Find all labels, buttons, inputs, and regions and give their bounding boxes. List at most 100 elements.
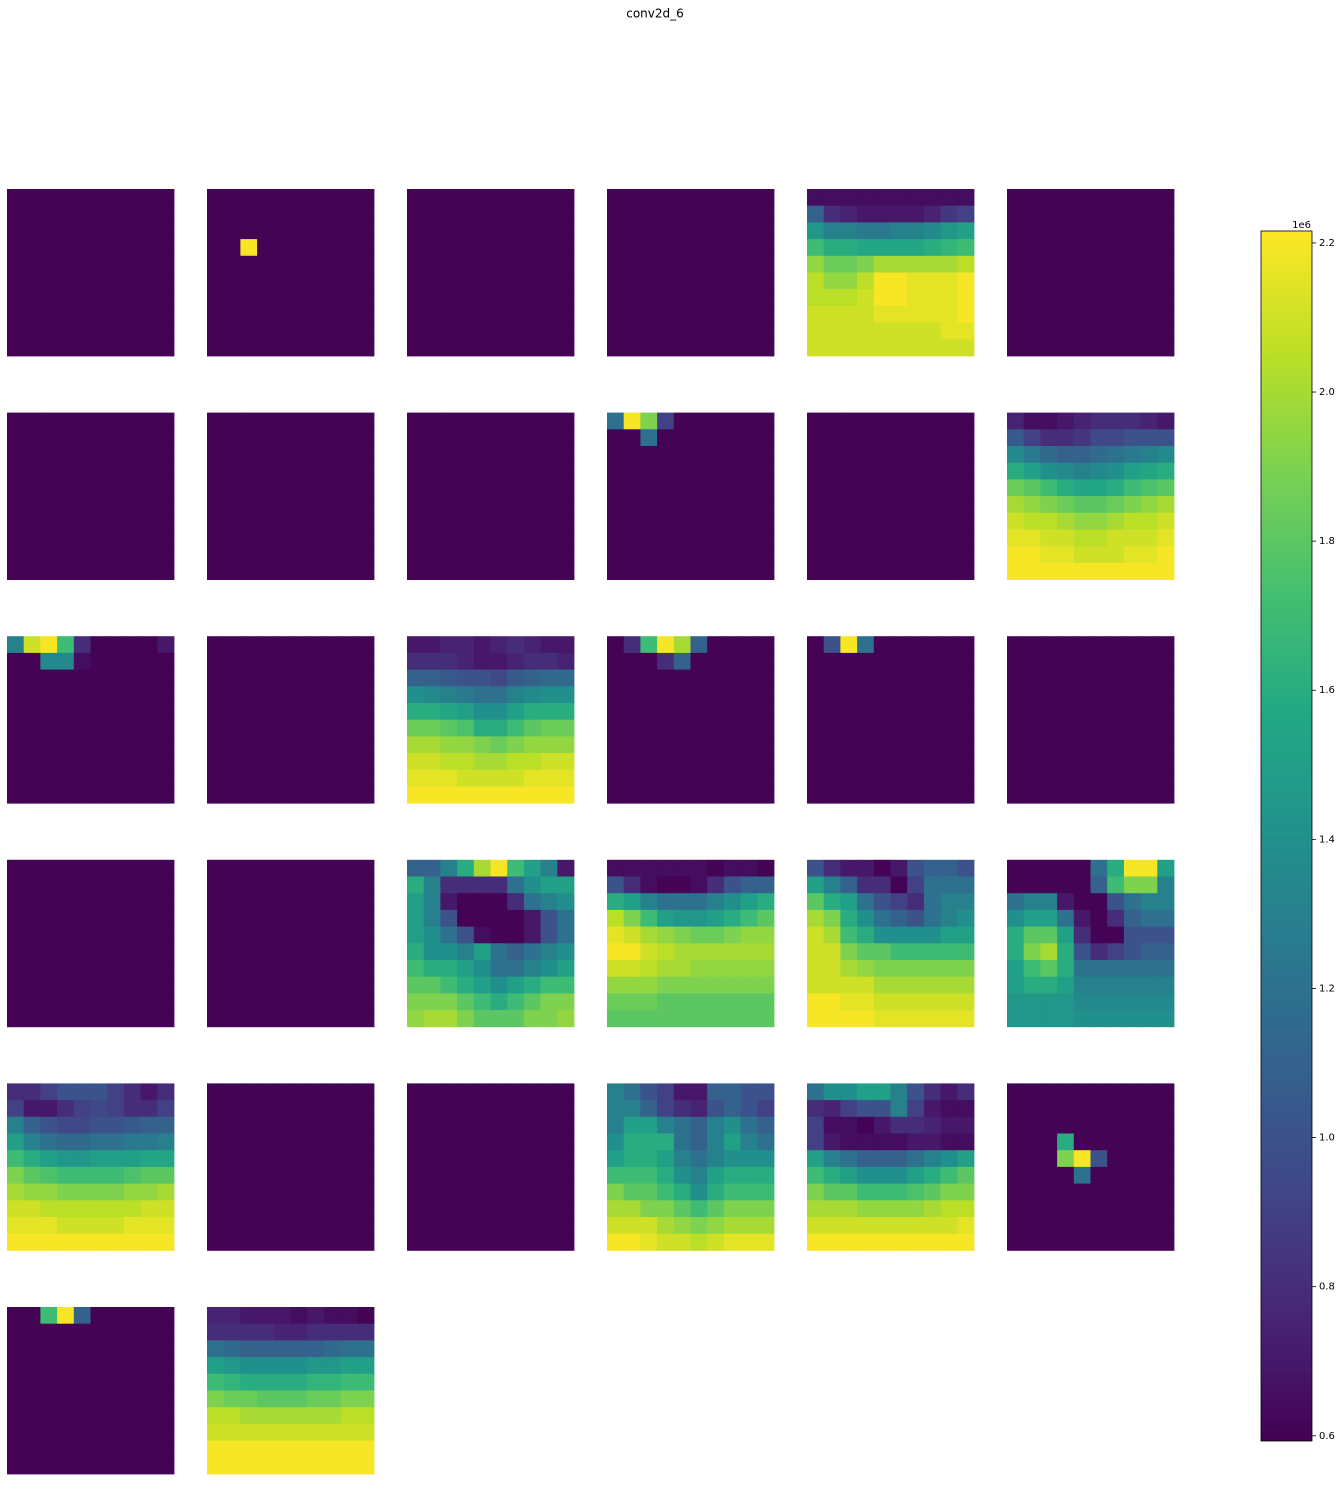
heatmap-cell [73,305,91,323]
heatmap-cell [357,1407,375,1425]
heatmap-cell [23,1183,41,1201]
heatmap-cell [7,926,25,944]
heatmap-cell [23,462,41,480]
heatmap-cell [623,1083,641,1101]
heatmap-cell [257,546,275,564]
heatmap-cell [357,189,375,207]
heatmap-cell [257,512,275,530]
heatmap-cell [240,669,258,687]
heatmap-cell [957,769,975,787]
heatmap-cell [423,546,441,564]
heatmap-cell [107,1116,125,1134]
heatmap-cell [240,1083,258,1101]
heatmap-cell [1107,1150,1125,1168]
heatmap-cell [440,189,458,207]
heatmap-cell [157,1357,175,1375]
heatmap-cell [873,322,891,340]
heatmap-cell [357,479,375,497]
heatmap-cell [323,289,341,307]
heatmap-cell [157,1307,175,1325]
heatmap-cell [823,1116,841,1134]
heatmap-cell [273,1307,291,1325]
heatmap-cell [1023,669,1041,687]
heatmap-cell [140,562,158,580]
heatmap-cell [890,859,908,877]
heatmap-cell [623,736,641,754]
heatmap-cell [223,719,241,737]
heatmap-cell [807,562,825,580]
heatmap-cell [523,222,541,240]
heatmap-cell [507,189,525,207]
heatmap-cell [640,736,658,754]
heatmap-cell [540,769,558,787]
heatmap-cell [257,189,275,207]
heatmap-cell [340,736,358,754]
heatmap-cell [273,1457,291,1475]
heatmap-cell [223,909,241,927]
heatmap-cell [707,769,725,787]
heatmap-cell [307,512,325,530]
heatmap-cell [240,562,258,580]
heatmap-cell [557,769,575,787]
heatmap-cell [807,1166,825,1184]
heatmap-cell [1023,960,1041,978]
heatmap-cell [57,272,75,290]
heatmap-cell [223,496,241,514]
heatmap-cell [123,205,141,223]
heatmap-cell [473,446,491,464]
heatmap-cell [440,786,458,804]
heatmap-cell [1107,546,1125,564]
feature-map [607,1083,775,1251]
heatmap-cell [740,339,758,357]
heatmap-cell [740,322,758,340]
heatmap-cell [473,1133,491,1151]
heatmap-cell [1007,893,1025,911]
heatmap-cell [357,736,375,754]
heatmap-cell [357,686,375,704]
heatmap-cell [840,876,858,894]
heatmap-cell [273,1440,291,1458]
heatmap-cell [423,496,441,514]
heatmap-cell [223,876,241,894]
heatmap-cell [523,859,541,877]
heatmap-cell [857,926,875,944]
heatmap-cell [240,446,258,464]
heatmap-cell [823,222,841,240]
heatmap-cell [457,769,475,787]
heatmap-cell [7,222,25,240]
heatmap-cell [873,462,891,480]
heatmap-cell [257,1357,275,1375]
feature-map [407,636,575,804]
heatmap-cell [457,322,475,340]
heatmap-cell [40,512,58,530]
heatmap-cell [723,529,741,547]
heatmap-cell [490,339,508,357]
heatmap-cell [1107,239,1125,257]
heatmap-cell [957,859,975,877]
colorbar-tick-label: 2.2 [1319,238,1335,249]
heatmap-cell [107,305,125,323]
heatmap-cell [357,462,375,480]
heatmap-cell [957,289,975,307]
heatmap-cell [7,289,25,307]
heatmap-cell [940,1100,958,1118]
heatmap-cell [623,339,641,357]
heatmap-cell [1040,412,1058,430]
heatmap-cell [207,736,225,754]
heatmap-cell [1023,876,1041,894]
heatmap-cell [1157,1010,1175,1028]
heatmap-cell [723,1183,741,1201]
heatmap-cell [90,446,108,464]
heatmap-cell [840,1200,858,1218]
heatmap-cell [890,1166,908,1184]
heatmap-cell [207,562,225,580]
heatmap-cell [157,1423,175,1441]
heatmap-cell [440,669,458,687]
heatmap-cell [557,859,575,877]
heatmap-cell [323,686,341,704]
heatmap-cell [707,960,725,978]
heatmap-cell [1073,859,1091,877]
heatmap-cell [923,786,941,804]
heatmap-cell [340,205,358,223]
heatmap-cell [673,669,691,687]
